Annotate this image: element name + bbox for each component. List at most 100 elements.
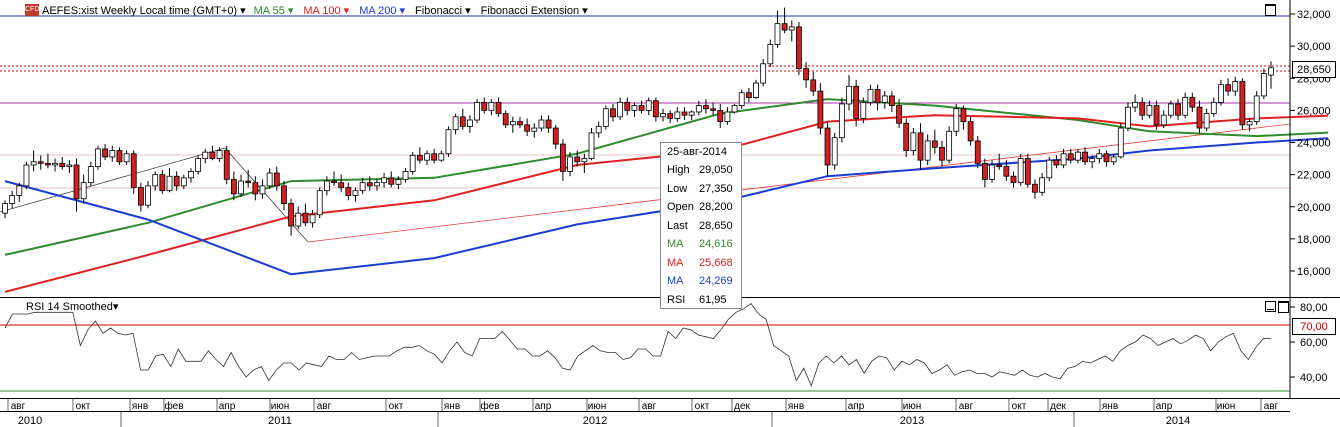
candle-up xyxy=(1046,159,1053,179)
tooltip-row: MA 24,616 xyxy=(661,235,741,254)
candle-down xyxy=(1067,153,1074,161)
candle-up xyxy=(166,175,173,192)
candle-down xyxy=(960,108,967,123)
ma55-label[interactable]: MA 55 ▾ xyxy=(252,4,299,17)
candle-up xyxy=(1246,121,1253,126)
ma200-line xyxy=(4,137,1329,276)
candle-down xyxy=(338,182,345,188)
month-label: июн xyxy=(903,401,922,412)
candle-down xyxy=(223,150,230,180)
tooltip-row: High 29,050 xyxy=(661,161,741,180)
candle-down xyxy=(230,179,237,195)
candle-up xyxy=(567,156,573,172)
ma200-label[interactable]: MA 200 ▾ xyxy=(357,4,410,17)
candle-up xyxy=(66,164,73,167)
month-label: янв xyxy=(132,401,148,412)
candle-up xyxy=(445,129,452,155)
candle-down xyxy=(874,89,881,103)
candle-up xyxy=(2,203,8,214)
price-tick-label: 24,000 xyxy=(1297,138,1331,150)
month-label: июн xyxy=(1217,401,1236,412)
candle-down xyxy=(1139,101,1146,116)
candle-down xyxy=(345,187,352,196)
candle-down xyxy=(667,113,674,119)
candle-up xyxy=(1260,73,1267,97)
candle-up xyxy=(595,126,602,134)
candle-up xyxy=(588,132,595,159)
candle-down xyxy=(717,109,724,123)
candle-up xyxy=(295,212,302,227)
candle-up xyxy=(395,179,402,185)
tooltip-key: High xyxy=(667,164,690,177)
ma55-line xyxy=(4,98,1329,256)
candle-up xyxy=(180,177,187,187)
price-tick-label: 30,000 xyxy=(1297,41,1331,53)
month-label: дек xyxy=(1050,401,1066,412)
rsi-tick-label: 40,00 xyxy=(1300,372,1328,384)
tooltip-rows: High 29,050 Low 27,350 Open 28,200 Last 28,650 M… xyxy=(661,161,741,309)
candle-up xyxy=(374,182,380,187)
chevron-down-icon: ▾ xyxy=(399,4,406,17)
candle-up xyxy=(753,82,759,98)
candle-up xyxy=(838,103,845,139)
candle-up xyxy=(488,101,495,111)
chevron-down-icon: ▾ xyxy=(582,4,588,17)
candle-up xyxy=(381,177,387,184)
month-label: июн xyxy=(271,401,290,412)
candle-up xyxy=(924,140,931,161)
fibonacci-label[interactable]: Fibonacci ▾ xyxy=(413,4,476,17)
candle-up xyxy=(581,158,588,163)
candle-up xyxy=(309,214,316,224)
month-label: апр xyxy=(848,401,865,412)
rsi-level-tag: 70,00 xyxy=(1292,318,1336,335)
candle-down xyxy=(273,172,280,187)
rsi-axis: 80,00 60,00 40,00 xyxy=(1290,302,1328,384)
month-label: окт xyxy=(1012,401,1027,412)
candle-up xyxy=(760,63,767,84)
candle-up xyxy=(316,190,323,216)
maximize-icon[interactable] xyxy=(1265,4,1276,16)
candle-up xyxy=(238,180,244,195)
chevron-down-icon: ▾ xyxy=(240,4,246,17)
candle-down xyxy=(796,26,802,70)
candle-down xyxy=(545,119,552,129)
fibonacci-extension-text: Fibonacci Extension xyxy=(480,4,580,17)
candle-down xyxy=(209,151,216,159)
maximize-icon[interactable] xyxy=(1278,301,1289,313)
month-label: апр xyxy=(1156,401,1173,412)
month-label: авг xyxy=(1264,401,1279,412)
tooltip-row: MA 24,269 xyxy=(661,272,741,291)
price-tick-label: 18,000 xyxy=(1297,234,1331,246)
candle-up xyxy=(946,130,953,161)
candle-down xyxy=(974,140,981,164)
month-label: авг xyxy=(959,401,974,412)
minimize-icon[interactable] xyxy=(1265,301,1276,312)
candle-up xyxy=(23,164,30,187)
candle-up xyxy=(1096,153,1103,159)
month-label: янв xyxy=(788,401,804,412)
candle-down xyxy=(853,85,860,119)
candle-up xyxy=(188,171,194,179)
candle-up xyxy=(617,101,624,118)
candle-up xyxy=(109,150,116,158)
symbol-label[interactable]: AEFES:xist Weekly Local time (GMT+0) ▾ xyxy=(42,4,249,17)
tooltip-row: Low 27,350 xyxy=(661,180,741,199)
candle-up xyxy=(767,44,774,65)
ma100-label[interactable]: MA 100 ▾ xyxy=(301,4,354,17)
rsi-tick-label: 60,00 xyxy=(1300,337,1328,349)
candle-down xyxy=(681,111,688,116)
tooltip-value: 61,95 xyxy=(699,293,727,306)
candle-up xyxy=(216,150,223,159)
candle-down xyxy=(781,23,788,31)
candle-down xyxy=(703,105,709,110)
ma100-line xyxy=(4,114,1329,293)
rsi-title-text: RSI 14 Smoothed xyxy=(26,301,113,313)
rsi-panel-bg xyxy=(0,298,1290,398)
fibonacci-extension-label[interactable]: Fibonacci Extension ▾ xyxy=(479,4,593,17)
candle-down xyxy=(1196,106,1203,129)
year-label: 2011 xyxy=(268,415,292,427)
candle-up xyxy=(1182,97,1189,116)
rsi-label[interactable]: RSI 14 Smoothed▾ xyxy=(26,300,118,313)
candle-down xyxy=(416,154,423,161)
price-tick-label: 20,000 xyxy=(1297,202,1331,214)
